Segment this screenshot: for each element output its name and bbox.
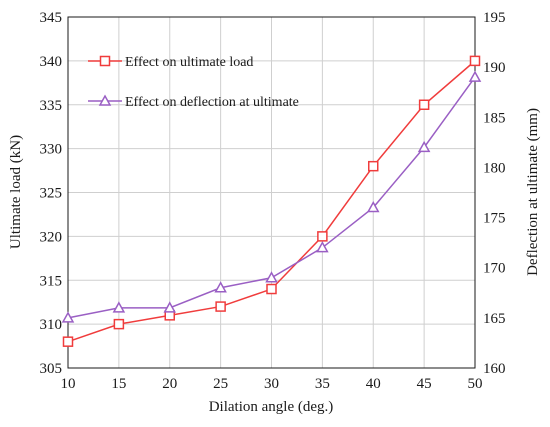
series-1-point-20 — [163, 301, 177, 313]
series-1-point-45 — [417, 140, 431, 153]
left-y-tick-label-340: 340 — [40, 54, 63, 70]
x-axis-title: Dilation angle (deg.) — [209, 399, 334, 415]
series-1-point-15 — [112, 301, 126, 313]
x-tick-label-30: 30 — [264, 376, 279, 392]
x-tick-label-10: 10 — [61, 376, 76, 392]
right-y-tick-label-165: 165 — [483, 311, 506, 327]
legend-entry-deflection: Effect on deflection at ultimate — [88, 94, 299, 110]
x-tick-label-50: 50 — [468, 376, 483, 392]
x-tick-label-25: 25 — [213, 376, 228, 392]
series-1-point-50 — [468, 70, 482, 82]
right-y-tick-label-190: 190 — [483, 60, 506, 76]
right-y-tick-label-160: 160 — [483, 361, 506, 377]
left-y-tick-label-320: 320 — [40, 229, 63, 245]
x-tick-label-40: 40 — [366, 376, 381, 392]
x-tick-label-20: 20 — [162, 376, 177, 392]
series-0-point-30 — [266, 283, 277, 295]
grid — [68, 17, 475, 368]
right-y-tick-label-195: 195 — [483, 10, 506, 26]
legend: Effect on ultimate load Effect on deflec… — [88, 55, 299, 110]
series-0-point-15 — [113, 318, 125, 330]
left-y-tick-label-335: 335 — [40, 98, 63, 114]
left-y-tick-label-305: 305 — [40, 361, 63, 377]
series-0-point-50 — [469, 55, 481, 67]
x-tick-label-45: 45 — [417, 376, 432, 392]
legend-label-deflection: Effect on deflection at ultimate — [125, 95, 299, 110]
x-tick-label-15: 15 — [111, 376, 126, 392]
series-0-point-40 — [368, 160, 379, 172]
legend-marker-ultimate-load — [99, 55, 111, 67]
series-1-point-30 — [265, 271, 278, 283]
series-1-point-10 — [61, 311, 75, 323]
left-y-tick-label-315: 315 — [40, 273, 63, 289]
legend-marker-deflection — [98, 94, 112, 106]
left-y-tick-label-345: 345 — [40, 10, 63, 26]
right-y-tick-label-170: 170 — [483, 261, 506, 277]
series-0-point-10 — [62, 336, 74, 347]
right-y-axis-title: Deflection at ultimate (mm) — [525, 108, 541, 276]
right-y-tick-label-180: 180 — [483, 160, 506, 176]
series-1-point-40 — [366, 200, 380, 213]
right-y-tick-label-175: 175 — [483, 211, 506, 227]
left-y-tick-label-310: 310 — [40, 317, 63, 333]
left-y-tick-label-330: 330 — [40, 142, 63, 158]
left-y-axis-title: Ultimate load (kN) — [8, 135, 24, 249]
x-tick-label-35: 35 — [315, 376, 330, 392]
left-y-tick-label-325: 325 — [40, 186, 63, 202]
series-1-point-25 — [214, 281, 227, 293]
ticks: 10 15 20 25 30 35 40 45 50 305 310 315 320 325 330 335 3… — [40, 10, 506, 392]
series-0-point-25 — [215, 301, 226, 312]
plot-frame — [67, 16, 476, 369]
series-0-point-35 — [317, 231, 328, 242]
series-0-point-45 — [418, 99, 430, 110]
legend-label-ultimate-load: Effect on ultimate load — [125, 55, 253, 70]
series-layer — [61, 55, 482, 347]
legend-entry-ultimate-load: Effect on ultimate load — [88, 55, 253, 70]
series-1-point-35 — [316, 241, 329, 253]
right-y-tick-label-185: 185 — [483, 110, 506, 126]
